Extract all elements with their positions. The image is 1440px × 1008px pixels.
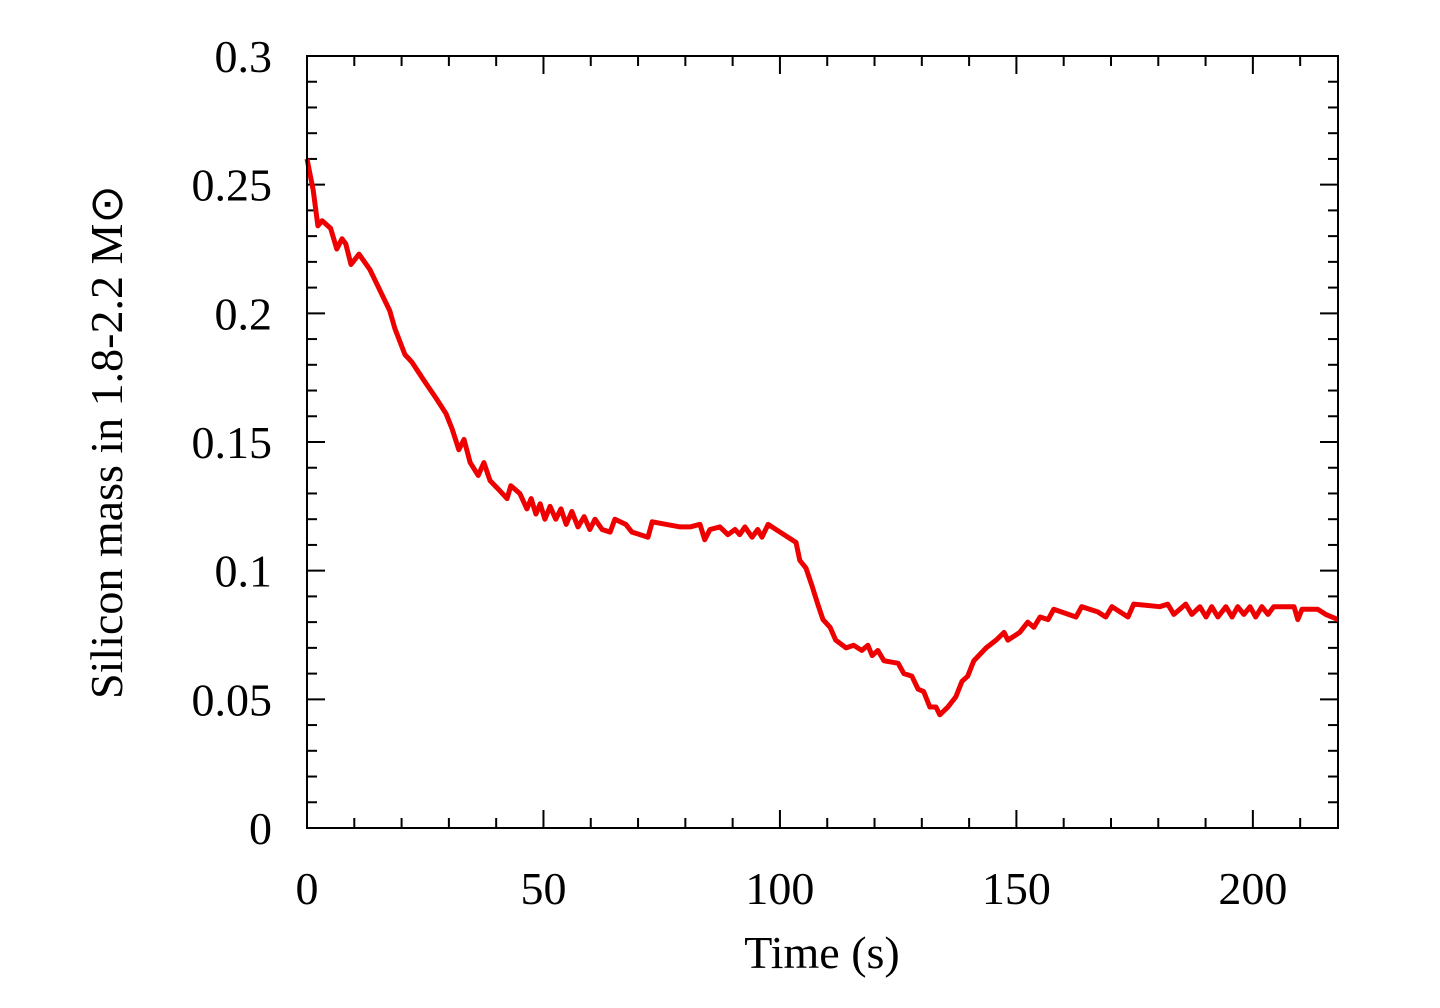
y-tick-label: 0.05: [192, 674, 273, 725]
x-tick-label: 150: [982, 863, 1051, 914]
x-tick-label: 0: [296, 863, 319, 914]
x-tick-label: 200: [1218, 863, 1287, 914]
y-tick-label: 0.15: [192, 417, 273, 468]
plot-frame: [306, 55, 1339, 829]
y-axis-label: Silicon mass in 1.8-2.2 M⊙: [81, 185, 132, 699]
x-tick-label: 50: [520, 863, 566, 914]
x-axis-label: Time (s): [744, 927, 900, 978]
y-tick-label: 0.3: [215, 31, 273, 82]
y-tick-label: 0: [249, 803, 272, 854]
data-line: [304, 158, 1339, 718]
y-tick-label: 0.2: [215, 288, 273, 339]
y-tick-label: 0.1: [215, 546, 273, 597]
y-tick-label: 0.25: [192, 160, 273, 211]
x-tick-label: 100: [745, 863, 814, 914]
